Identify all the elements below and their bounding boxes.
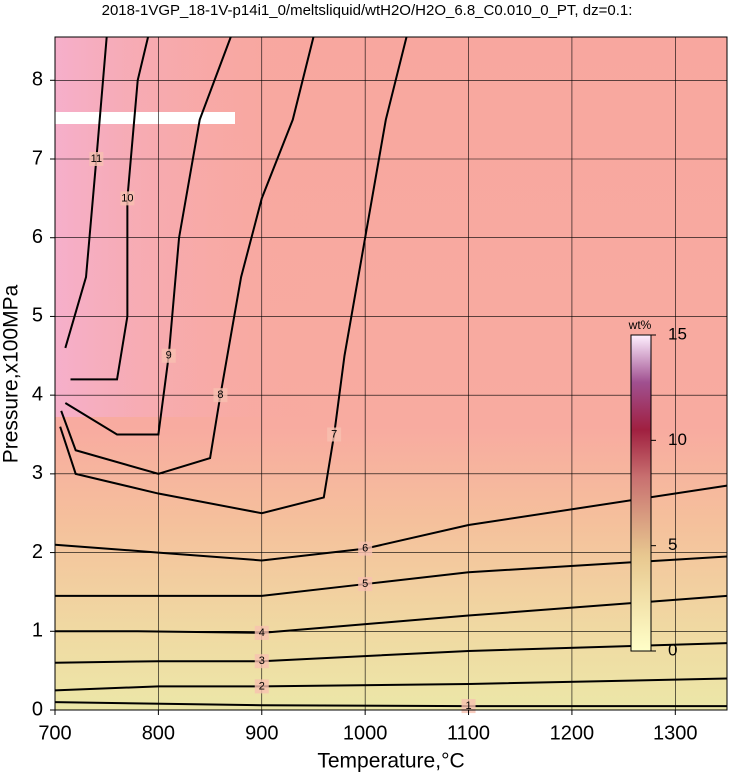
y-tick-label: 6	[32, 226, 43, 248]
contour-line	[54, 484, 728, 562]
chart-title: 2018-1VGP_18-1V-p14i1_0/meltsliquid/wtH2…	[102, 2, 633, 19]
contour-label: 11	[91, 153, 102, 165]
x-tick-label: 1100	[447, 722, 490, 744]
contour-line	[64, 36, 108, 349]
y-tick-label: 1	[32, 620, 43, 642]
contour-label-bg	[254, 654, 269, 669]
contour-label-bg	[120, 191, 135, 206]
contour-label: 9	[166, 350, 172, 362]
y-tick-label: 7	[32, 147, 43, 169]
x-tick-label: 1300	[653, 722, 698, 744]
x-tick-label: 1200	[550, 722, 595, 744]
contour-label-bg	[161, 348, 176, 363]
colorbar-tick-label: 5	[668, 535, 677, 554]
y-tick-label: 0	[32, 698, 43, 720]
colorbar-tick-label: 10	[668, 430, 687, 449]
y-tick-label: 8	[32, 69, 43, 91]
contour-label: 5	[362, 578, 368, 590]
contour-label: 8	[217, 389, 223, 401]
colorbar	[630, 334, 652, 652]
y-tick-label: 2	[32, 541, 43, 563]
x-tick-label: 700	[38, 722, 71, 744]
y-tick-label: 3	[32, 462, 43, 484]
y-tick-label: 4	[32, 383, 43, 405]
contour-line	[55, 555, 728, 597]
contour-line	[70, 36, 150, 381]
contour-label: 4	[259, 627, 265, 639]
contour-line	[54, 701, 727, 708]
colorbar-label: wt%	[628, 318, 652, 332]
x-axis-label: Temperature,°C	[317, 750, 464, 773]
contour-label: 3	[259, 655, 265, 667]
contour-label-bg	[254, 679, 269, 694]
y-axis-label: Pressure,x100MPa	[0, 284, 23, 463]
plot-shading	[55, 37, 315, 417]
contour-line	[59, 36, 408, 515]
plot-artifact	[55, 112, 235, 124]
colorbar-tick-label: 0	[668, 640, 677, 659]
plot-frame	[54, 36, 728, 711]
contour-label: 6	[362, 543, 368, 555]
contour-label-bg	[213, 388, 228, 403]
contour-label-bg	[254, 625, 269, 640]
contour-label: 2	[259, 680, 265, 692]
contour-label-bg	[358, 541, 373, 556]
contour-label: 10	[121, 192, 133, 204]
contour-label: 7	[331, 428, 337, 440]
contour-label-bg	[327, 427, 342, 442]
y-tick-label: 5	[32, 305, 43, 327]
x-tick-label: 1000	[343, 722, 388, 744]
contour-label-bg	[358, 577, 373, 592]
colorbar-tick-label: 15	[668, 324, 687, 343]
contour-label: 1	[465, 700, 471, 712]
x-tick-label: 900	[245, 722, 278, 744]
contour-label-bg	[89, 152, 104, 167]
x-tick-label: 800	[142, 722, 175, 744]
